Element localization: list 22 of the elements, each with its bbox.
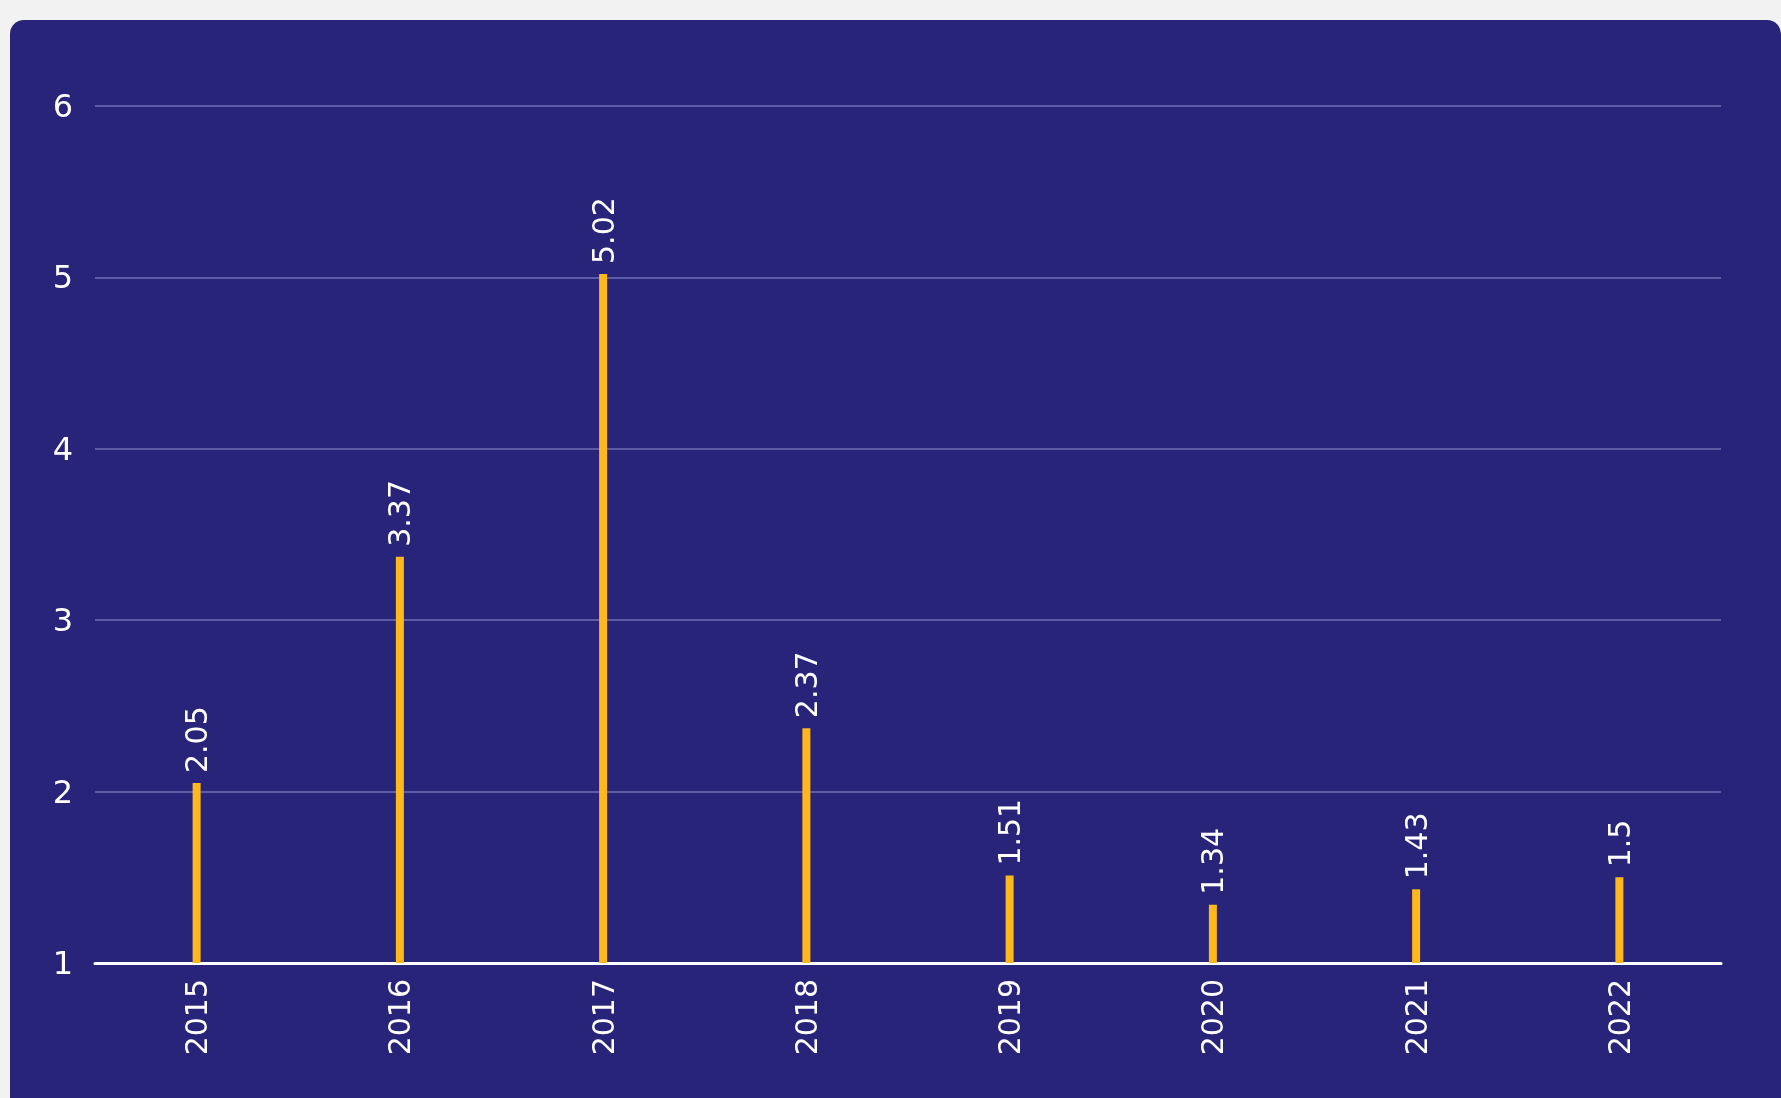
x-tick-label: 2015 (179, 979, 215, 1056)
x-tick-label: 2018 (788, 979, 824, 1056)
x-tick-label: 2021 (1398, 979, 1434, 1056)
y-tick-label: 3 (52, 601, 73, 640)
x-tick-label: 2019 (992, 979, 1028, 1056)
y-tick-label: 2 (52, 772, 73, 811)
data-label: 1.5 (1601, 819, 1637, 868)
x-tick-label: 2022 (1601, 979, 1637, 1056)
data-label: 2.05 (179, 706, 215, 774)
y-tick-label: 5 (52, 258, 73, 297)
data-label: 1.34 (1195, 827, 1231, 895)
data-label: 1.51 (992, 798, 1028, 866)
y-tick-label: 4 (52, 429, 73, 468)
x-tick-label: 2017 (585, 979, 621, 1056)
x-tick-label: 2016 (382, 979, 418, 1056)
y-tick-label: 1 (52, 944, 73, 982)
y-tick-label: 6 (52, 87, 73, 125)
x-tick-label: 2020 (1195, 979, 1231, 1056)
data-label: 3.37 (382, 479, 418, 547)
data-label: 2.37 (788, 651, 824, 719)
data-label: 5.02 (585, 197, 621, 264)
data-label: 1.43 (1398, 812, 1434, 880)
